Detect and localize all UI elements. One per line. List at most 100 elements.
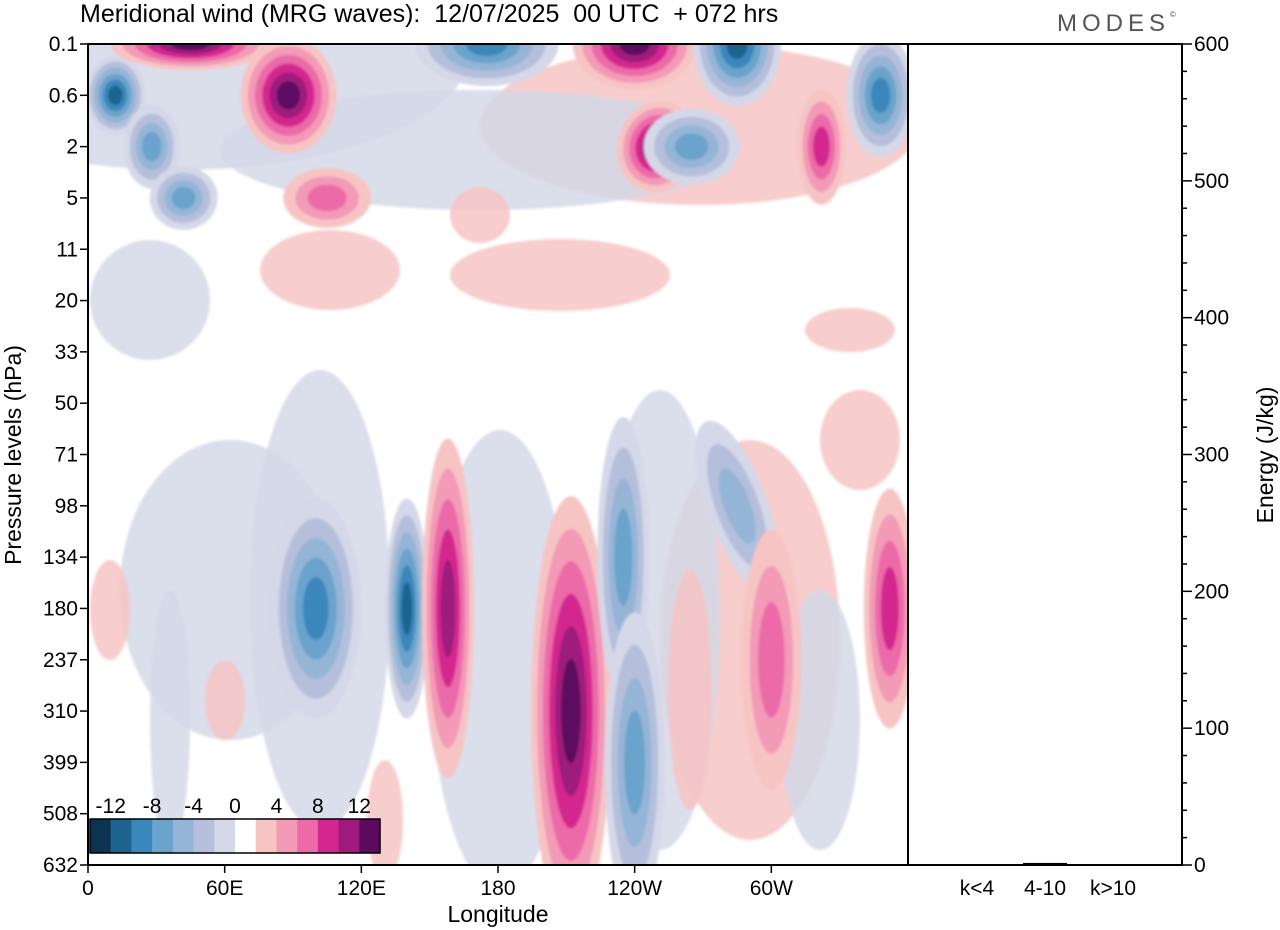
y-tick-label: 0.6: [49, 84, 78, 107]
colorbar-swatch: [214, 819, 236, 853]
colorbar-label: 12: [348, 795, 371, 818]
contour-feature: [110, 44, 271, 70]
colorbar-label: -12: [96, 795, 126, 818]
y-tick-label: 180: [43, 597, 78, 620]
contour-level: [440, 559, 456, 658]
contour-level: [171, 186, 196, 210]
colorbar-swatch: [110, 819, 132, 853]
contour-level: [614, 508, 633, 606]
contour-feature: [270, 498, 361, 719]
contour-feature: [421, 438, 474, 779]
energy-tick-label: 100: [1194, 717, 1229, 740]
y-axis-title-left: Pressure levels (hPa): [0, 345, 26, 565]
colorbar-label: 0: [229, 795, 241, 818]
colorbar-swatch: [152, 819, 174, 853]
y-tick-label: 0.1: [49, 33, 78, 56]
y-tick-label: 310: [43, 700, 78, 723]
colorbar-label: 8: [312, 795, 324, 818]
colorbar-swatch: [297, 819, 319, 853]
y-tick-label: 632: [43, 854, 78, 877]
contour-feature: [604, 612, 665, 865]
colorbar-swatch: [338, 819, 360, 853]
contour-level: [718, 467, 756, 544]
colorbar: -12 -8 -4 0 4 8 12: [89, 795, 381, 854]
contour-level: [758, 601, 785, 718]
y-tick-label: 5: [66, 187, 78, 210]
contour-level: [870, 77, 891, 114]
contour-wash: [820, 390, 900, 490]
contour-level: [466, 44, 508, 56]
energy-bar: [1023, 862, 1067, 865]
contour-feature: [741, 529, 802, 790]
contour-level: [307, 184, 347, 212]
y-tick-label: 20: [55, 290, 78, 313]
y-tick-label: 50: [55, 392, 78, 415]
energy-category-label: k<4: [960, 877, 995, 900]
energy-category-label: k>10: [1090, 877, 1136, 900]
y-tick-label: 71: [55, 444, 78, 467]
contour-wash: [260, 230, 400, 310]
contour-level: [276, 81, 301, 110]
y-tick-label: 11: [56, 238, 78, 261]
x-tick-label: 60W: [750, 877, 793, 900]
contour-feature: [123, 104, 180, 189]
x-axis: 0 60E 120E 180 120W 60W: [82, 865, 793, 900]
energy-tick-label: 300: [1194, 444, 1229, 467]
contour-level: [880, 566, 899, 651]
y-axis-right: 0 100 200 300 400 500 600: [1182, 33, 1229, 877]
colorbar-frame: [89, 818, 381, 854]
contour-level: [401, 581, 413, 636]
energy-tick-label: 500: [1194, 170, 1229, 193]
brand-mark: ©: [1170, 10, 1176, 19]
contour-wash: [205, 660, 245, 740]
contour-wash: [450, 187, 510, 243]
contour-level: [171, 44, 210, 51]
brand-logo: MODES©: [1057, 10, 1176, 38]
y-tick-label: 399: [43, 751, 78, 774]
y-tick-label: 2: [66, 136, 78, 159]
colorbar-swatch: [276, 819, 298, 853]
y-axis-title-right: Energy (J/kg): [1252, 387, 1278, 524]
energy-tick-label: 200: [1194, 580, 1229, 603]
y-tick-label: 237: [43, 649, 78, 672]
y-tick-label: 33: [55, 341, 78, 364]
colorbar-swatch: [359, 819, 381, 853]
colorbar-label: -4: [184, 795, 203, 818]
contour-feature: [414, 44, 559, 86]
energy-bar: [1091, 864, 1135, 866]
chart-title: Meridional wind (MRG waves): 12/07/2025 …: [80, 0, 779, 28]
energy-bars: [955, 862, 1135, 866]
contour-feature: [240, 44, 337, 154]
energy-panel-frame: [907, 43, 1183, 866]
y-tick-label: 508: [43, 803, 78, 826]
contour-level: [619, 44, 650, 56]
contour-wash: [450, 239, 670, 311]
colorbar-swatch: [317, 819, 340, 853]
colorbar-label: -8: [143, 795, 162, 818]
y-axis-left: 0.1 0.6 2 5 11 20 33 50 71 98 134 180 237 310 399 508 63…: [43, 33, 88, 877]
colorbar-swatch: [193, 819, 215, 853]
energy-category-label: 4-10: [1024, 877, 1066, 900]
contour-feature: [283, 167, 372, 228]
contour-level: [813, 126, 830, 167]
contour-feature: [693, 44, 782, 106]
brand-text: MODES: [1057, 10, 1171, 37]
energy-tick-label: 600: [1194, 33, 1229, 56]
x-tick-label: 120W: [607, 877, 662, 900]
contour-level: [302, 577, 329, 640]
y-tick-label: 134: [43, 546, 78, 569]
contour-level: [142, 132, 162, 162]
colorbar-swatch: [235, 819, 257, 853]
x-tick-label: 60E: [206, 877, 243, 900]
contour-feature: [384, 498, 429, 719]
contour-feature: [149, 165, 218, 230]
contour-feature: [530, 496, 611, 865]
contour-wash: [150, 590, 190, 850]
x-tick-label: 180: [480, 877, 515, 900]
energy-categories: k<4 4-10 k>10: [960, 877, 1136, 900]
colorbar-swatch: [172, 819, 195, 853]
x-tick-label: 120E: [337, 877, 386, 900]
contour-level: [561, 658, 581, 764]
contour-wash: [90, 240, 210, 360]
contour-level: [624, 710, 646, 815]
